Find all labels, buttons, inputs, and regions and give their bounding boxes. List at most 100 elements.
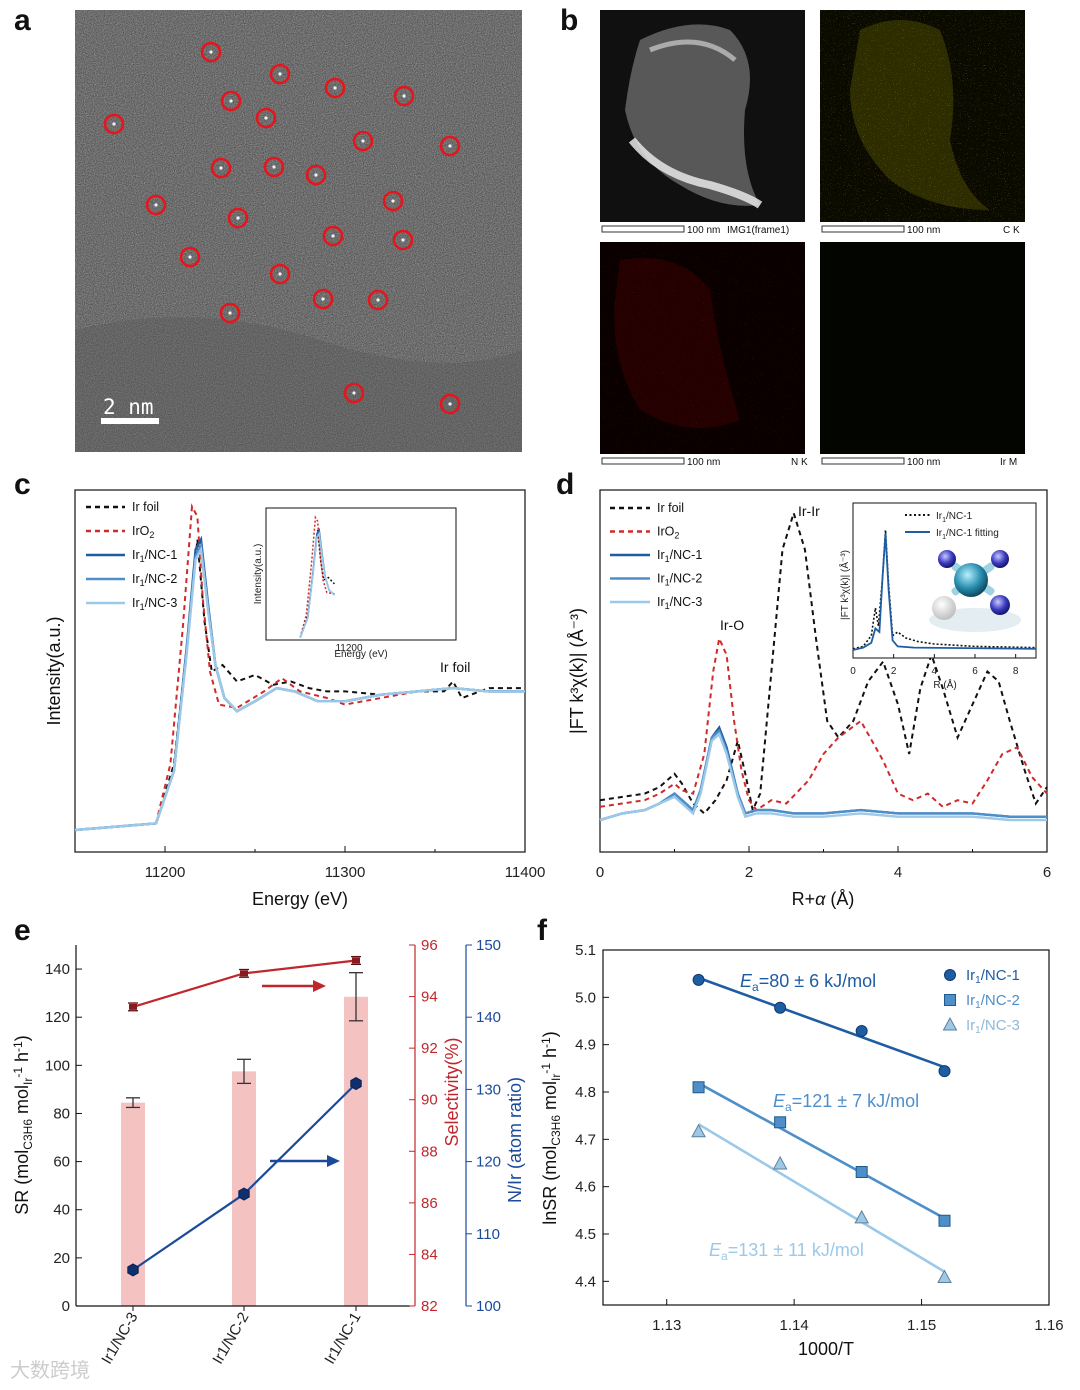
- c-legend-label: Ir1/NC-1: [132, 548, 177, 564]
- f-data-point: [937, 1269, 952, 1284]
- f-data-point: [692, 1081, 705, 1094]
- atom-dot: [219, 166, 223, 170]
- d-ylabel: |FT k³χ(k)| (Å⁻³): [567, 608, 587, 734]
- e-arrow-blue: [270, 1155, 340, 1167]
- c-ir-foil-annotation: Ir foil: [440, 659, 470, 675]
- atom-circle: [263, 156, 285, 178]
- atom-circle: [220, 90, 242, 112]
- e-xtick-label: Ir1/NC-2: [209, 1310, 252, 1368]
- tile2-label: C K: [1003, 225, 1020, 236]
- atom-circle: [352, 130, 374, 152]
- f-legend-label: Ir1/NC-2: [966, 992, 1020, 1011]
- e-xtick-label: Ir1/NC-1: [321, 1310, 364, 1368]
- atom-dot: [272, 165, 276, 169]
- f-legend-marker: [944, 994, 956, 1006]
- f-ea-nc3: Ea=131 ± 11 kJ/mol: [709, 1240, 864, 1263]
- c-xtick-label: 11300: [325, 864, 366, 881]
- atom-dot: [333, 86, 337, 90]
- c-series-1: [74, 539, 525, 831]
- panel-c-xanes-chart: 11200 11300 11400 Energy (eV) Intensity(a.…: [44, 489, 545, 909]
- d-series-5: [599, 732, 1047, 822]
- tile3-label: N K: [791, 457, 808, 468]
- e-ytick-left-label: 40: [53, 1202, 70, 1219]
- atom-circle: [305, 164, 327, 186]
- molecule-illustration: [929, 550, 1021, 632]
- atom-dot: [352, 391, 356, 395]
- f-xtick-label: 1.15: [907, 1317, 936, 1334]
- atom-dot: [228, 311, 232, 315]
- tile2-scale: 100 nm: [907, 225, 940, 236]
- d-xtick-label: 4: [894, 864, 902, 881]
- atom-circle: [227, 207, 249, 229]
- c-inset: 11200 Energy (eV) Intensity(a.u.): [253, 507, 457, 660]
- atom-circle: [200, 41, 222, 63]
- atom-dot: [401, 238, 405, 242]
- f-ytick-label: 4.7: [575, 1131, 596, 1148]
- e-sel-marker: [240, 970, 248, 977]
- tile1-scale: 100 nm: [687, 225, 720, 236]
- d-xlabel: R+α (Å): [792, 889, 855, 909]
- f-fit-line: [697, 1123, 946, 1273]
- d-xtick-label: 2: [745, 864, 753, 881]
- atom-circle: [367, 289, 389, 311]
- atom-dot: [112, 122, 116, 126]
- e-ytick-left-label: 140: [45, 961, 70, 978]
- d-legend-label: Ir foil: [657, 501, 684, 515]
- f-ytick-label: 4.5: [575, 1226, 596, 1243]
- d-series-2: [599, 635, 1048, 812]
- f-data-point: [855, 1024, 868, 1037]
- d-inset-tick-label: 6: [972, 666, 978, 677]
- e-ytick-sel-label: 90: [421, 1092, 438, 1109]
- e-ytick-nir-label: 120: [476, 1154, 501, 1171]
- d-ir-o-annotation: Ir-O: [720, 617, 744, 633]
- d-inset-tick-label: 0: [850, 666, 856, 677]
- e-sel-marker: [129, 1003, 137, 1010]
- atom-circle: [439, 393, 461, 415]
- c-inset-ylabel: Intensity(a.u.): [253, 544, 264, 605]
- e-bar-errorbar: [349, 972, 363, 1022]
- e-sel-marker: [352, 957, 360, 964]
- panel-label-b: b: [560, 4, 578, 37]
- atom-circle: [269, 63, 291, 85]
- d-legend-label: IrO2: [657, 525, 679, 541]
- f-legend-marker: [942, 1016, 958, 1031]
- e-ytick-sel-label: 96: [421, 937, 438, 954]
- f-xtick-label: 1.13: [652, 1317, 681, 1334]
- tile4-scale: 100 nm: [907, 457, 940, 468]
- c-series-5: [74, 545, 525, 832]
- atom-dot: [278, 272, 282, 276]
- atom-circle: [322, 225, 344, 247]
- e-nir-marker: [350, 1077, 362, 1091]
- atom-circle-group: [103, 41, 461, 415]
- f-xtick-label: 1.16: [1034, 1317, 1063, 1334]
- atom-circle: [439, 135, 461, 157]
- e-ytick-sel-label: 88: [421, 1143, 438, 1160]
- e-ytick-nir-label: 150: [476, 937, 501, 954]
- c-inset-series: [299, 531, 335, 638]
- e-ytick-left-label: 80: [53, 1105, 70, 1122]
- e-ytick-left-label: 120: [45, 1009, 70, 1026]
- panel-label-a: a: [14, 4, 31, 37]
- f-fit-line: [697, 1082, 946, 1220]
- e-ytick-nir-label: 140: [476, 1009, 501, 1026]
- e-xtick-label: Ir1/NC-3: [98, 1310, 141, 1368]
- c-legend-label: Ir1/NC-3: [132, 596, 177, 612]
- atom-dot: [361, 139, 365, 143]
- e-ylabel-nir: N/Ir (atom ratio): [505, 1077, 525, 1203]
- f-xtick-label: 1.14: [780, 1317, 809, 1334]
- atom-dot: [448, 402, 452, 406]
- atom-dot: [209, 50, 213, 54]
- c-legend-label: Ir1/NC-2: [132, 572, 177, 588]
- tile4-label: Ir M: [1000, 457, 1017, 468]
- scale-bar-label: 2 nm: [103, 395, 154, 419]
- panel-label-f: f: [537, 914, 548, 947]
- atom-circle: [210, 157, 232, 179]
- panel-label-e: e: [14, 914, 31, 947]
- d-legend-label: Ir1/NC-3: [657, 595, 702, 611]
- d-xtick-label: 6: [1043, 864, 1051, 881]
- atom-dot: [264, 116, 268, 120]
- d-ir-ir-annotation: Ir-Ir: [798, 503, 820, 519]
- tile1-label: IMG1(frame1): [727, 225, 789, 236]
- panel-a-stem-image: 2 nm: [75, 10, 522, 452]
- e-ytick-left-label: 100: [45, 1057, 70, 1074]
